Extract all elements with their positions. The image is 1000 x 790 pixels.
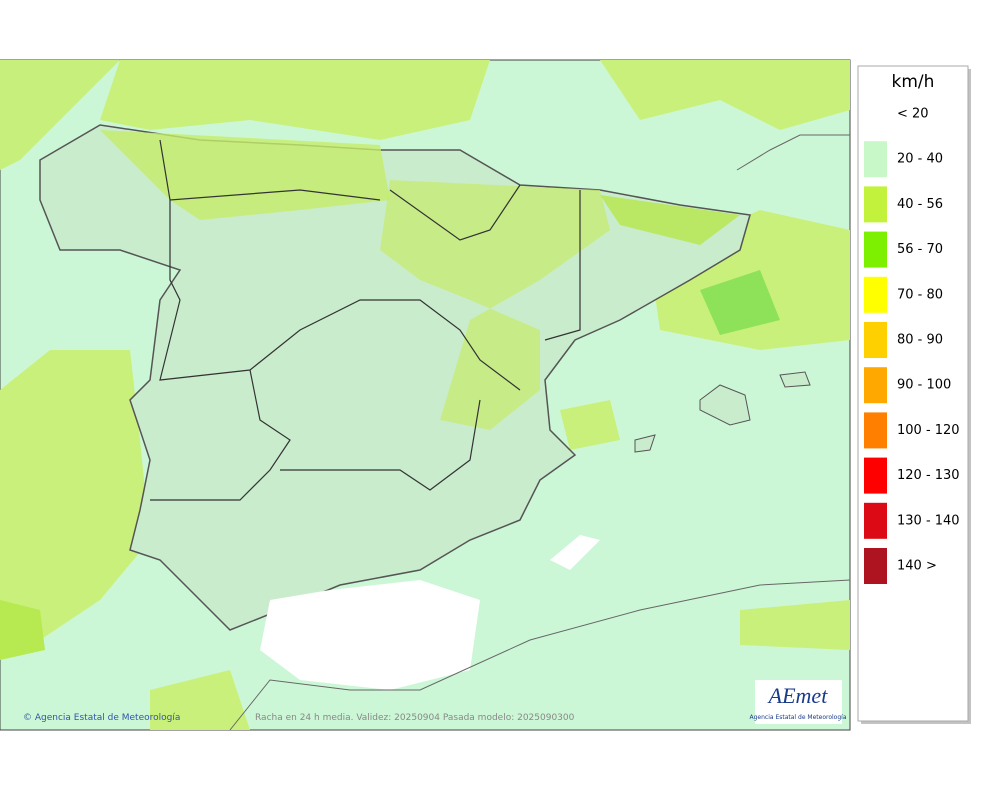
wind-zone [0,600,45,660]
island [699,384,751,426]
legend-label: 40 - 56 [897,197,943,212]
legend-title: km/h [892,72,935,92]
wind-zone [740,600,850,650]
legend-swatch [864,141,887,178]
logo-subtitle: Agencia Estatal de Meteorología [750,714,847,721]
legend-swatch [864,412,887,449]
legend-swatch [864,322,887,358]
legend-label: 140 > [897,559,937,574]
legend-swatch [864,367,887,404]
wind-zone [600,195,740,245]
legend-label: 70 - 80 [897,287,943,302]
legend-label: 90 - 100 [897,378,951,393]
legend-label: 56 - 70 [897,242,943,257]
island [634,434,656,453]
legend-label: 20 - 40 [897,152,943,167]
legend-label: 130 - 140 [897,513,960,528]
wind-zone [0,60,120,170]
calm-area [260,580,480,690]
wind-zone [150,670,250,730]
wind-zone [380,180,610,430]
wind-zone [0,350,150,650]
legend-swatch [864,457,887,494]
region-borders [150,139,581,501]
legend-label: < 20 [897,107,929,122]
wind-zone [600,60,850,130]
legend-swatch [864,276,887,313]
wind-zone [700,270,780,335]
island [779,371,811,388]
legend-swatch [864,548,887,584]
legend-swatch [864,502,887,539]
logo: AEmet Agencia Estatal de Meteorología [750,680,847,724]
caption: Racha en 24 h media. Validez: 20250904 P… [255,713,575,723]
wind-zone [560,400,620,450]
credit: © Agencia Estatal de Meteorología [23,713,180,723]
coastline [736,134,850,171]
calm-area [550,535,600,570]
logo-name: AEmet [767,683,829,708]
map [0,59,851,731]
legend-label: 100 - 120 [897,423,960,438]
legend-label: 80 - 90 [897,333,943,348]
legend-swatch [864,231,887,268]
wind-zone [100,60,490,140]
logo-box [755,680,842,724]
legend-swatch [864,186,887,223]
wind-zone [100,130,390,220]
legend-label: 120 - 130 [897,468,960,483]
coastline [229,579,851,731]
